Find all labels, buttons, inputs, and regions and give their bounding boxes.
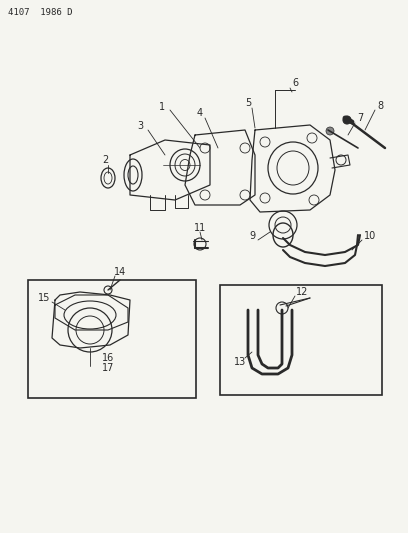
- Circle shape: [343, 116, 351, 124]
- Text: 12: 12: [296, 287, 308, 297]
- Text: 6: 6: [292, 78, 298, 88]
- Text: 8: 8: [377, 101, 383, 111]
- Text: 3: 3: [137, 121, 143, 131]
- Text: 4107  1986 D: 4107 1986 D: [8, 8, 73, 17]
- Text: 17: 17: [102, 363, 114, 373]
- Text: 15: 15: [38, 293, 50, 303]
- Text: 16: 16: [102, 353, 114, 363]
- Text: 14: 14: [114, 267, 126, 277]
- Bar: [28, 280, 196, 398]
- Text: 2: 2: [102, 155, 108, 165]
- Text: 7: 7: [357, 113, 363, 123]
- Text: 13: 13: [234, 357, 246, 367]
- Bar: [220, 285, 382, 395]
- Text: 11: 11: [194, 223, 206, 233]
- Text: 4: 4: [197, 108, 203, 118]
- Text: 5: 5: [245, 98, 251, 108]
- Text: 10: 10: [364, 231, 376, 241]
- Circle shape: [326, 127, 334, 135]
- Text: 9: 9: [249, 231, 255, 241]
- Text: 1: 1: [159, 102, 165, 112]
